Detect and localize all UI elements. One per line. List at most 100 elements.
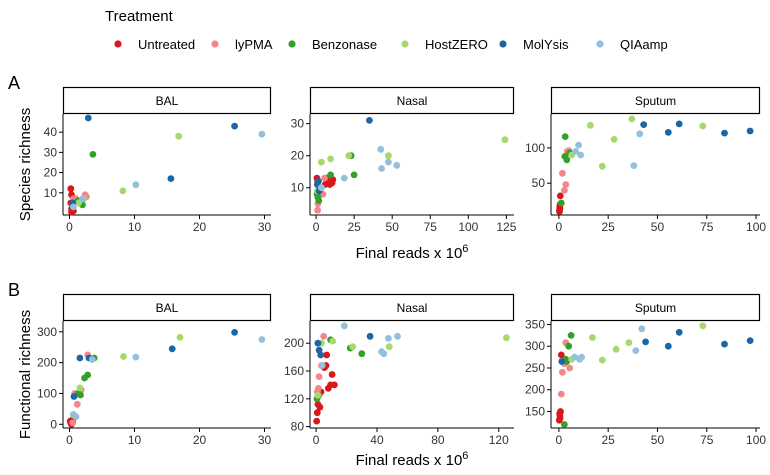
- point-lypma: [315, 373, 323, 380]
- x-tick-label: 30: [258, 220, 272, 234]
- y-tick-label: 160: [284, 364, 304, 378]
- legend-label: Benzonase: [312, 37, 377, 52]
- point-untreated: [316, 403, 324, 411]
- legend-label: QIAamp: [620, 37, 668, 52]
- x-tick-label: 25: [347, 220, 361, 234]
- x-tick-label: 10: [128, 433, 142, 447]
- point-molysis: [664, 129, 672, 136]
- points: [313, 117, 509, 214]
- point-molysis: [721, 129, 728, 137]
- point-lypma: [559, 169, 566, 177]
- point-molysis: [675, 328, 683, 336]
- point-lypma: [559, 368, 566, 376]
- x-axis-label-superscript: 6: [462, 450, 468, 462]
- point-qiaamp: [79, 195, 86, 203]
- y-tick-label: 200: [37, 356, 57, 370]
- panel-tag: A: [8, 73, 20, 93]
- point-qiaamp: [318, 362, 326, 369]
- point-molysis: [70, 393, 78, 400]
- point-lypma: [320, 332, 328, 340]
- y-tick-label: 100: [525, 141, 545, 155]
- facet-strip: [550, 293, 761, 322]
- point-hostzero: [625, 339, 633, 347]
- point-molysis: [664, 342, 672, 350]
- point-qiaamp: [132, 353, 140, 361]
- y-axis-label: Functional richness: [17, 310, 34, 439]
- facet-strip: [62, 86, 272, 115]
- y-tick-label: 10: [291, 181, 305, 195]
- point-lypma: [321, 174, 328, 182]
- point-hostzero: [598, 356, 606, 364]
- x-axis-label-superscript: 6: [462, 243, 468, 255]
- point-untreated: [313, 409, 321, 417]
- x-axis-label: Final reads x 106: [356, 243, 469, 262]
- point-untreated: [68, 208, 75, 216]
- y-tick-label: 150: [525, 404, 545, 418]
- point-qiaamp: [88, 356, 96, 363]
- point-qiaamp: [577, 151, 584, 159]
- point-hostzero: [610, 136, 618, 143]
- facet-strip-label: Nasal: [397, 94, 428, 108]
- x-tick-label: 100: [746, 220, 766, 234]
- point-hostzero: [76, 384, 84, 392]
- x-tick-label: 50: [386, 220, 400, 234]
- point-benzonase: [561, 133, 569, 141]
- points: [555, 322, 754, 428]
- point-lypma: [315, 385, 322, 392]
- point-benzonase: [314, 194, 322, 201]
- x-tick-label: 75: [424, 220, 438, 234]
- point-molysis: [366, 117, 373, 124]
- point-untreated: [556, 192, 564, 200]
- x-tick-label: 30: [258, 433, 272, 447]
- point-untreated: [557, 408, 564, 415]
- legend-key: [499, 40, 507, 48]
- point-molysis: [366, 332, 374, 340]
- y-tick-label: 80: [291, 420, 305, 434]
- y-tick-label: 200: [525, 383, 545, 397]
- point-hostzero: [176, 333, 184, 341]
- legend-item-lypma: lyPMA: [211, 37, 273, 52]
- y-tick-label: 300: [37, 325, 57, 339]
- x-tick-label: 50: [651, 220, 665, 234]
- x-tick-label: 0: [66, 220, 73, 234]
- y-tick-label: 30: [291, 117, 305, 131]
- point-untreated: [557, 351, 565, 359]
- point-qiaamp: [632, 347, 640, 354]
- facet-nasal: Nasal 10 20 30 0 25 50 75 100 125: [291, 86, 517, 234]
- point-molysis: [314, 339, 322, 347]
- point-molysis: [675, 120, 683, 128]
- point-benzonase: [89, 151, 97, 158]
- point-qiaamp: [394, 332, 401, 340]
- points: [67, 114, 266, 216]
- x-tick-label: 100: [458, 220, 478, 234]
- point-molysis: [76, 354, 84, 362]
- x-tick-label: 20: [193, 433, 207, 447]
- legend-label: MolYsis: [523, 37, 569, 52]
- point-untreated: [313, 417, 321, 425]
- point-benzonase: [350, 171, 358, 179]
- facet-strip: [62, 293, 272, 322]
- point-molysis: [640, 121, 648, 128]
- point-molysis: [231, 329, 239, 336]
- x-axis-label-text: Final reads x 10: [356, 452, 463, 469]
- x-tick-label: 75: [700, 433, 714, 447]
- x-tick-label: 20: [193, 220, 207, 234]
- point-hostzero: [699, 122, 707, 130]
- x-tick-label: 125: [496, 220, 516, 234]
- x-tick-label: 40: [370, 433, 384, 447]
- x-tick-label: 0: [556, 433, 563, 447]
- x-tick-label: 25: [601, 433, 615, 447]
- panel-A: A Species richness Final reads x 106 BAL 10 2…: [8, 73, 766, 262]
- point-hostzero: [120, 353, 127, 360]
- point-hostzero: [345, 152, 353, 160]
- point-qiaamp: [258, 336, 266, 343]
- point-qiaamp: [385, 158, 392, 166]
- point-hostzero: [699, 322, 707, 330]
- facet-strip-label: BAL: [156, 94, 179, 108]
- point-qiaamp: [575, 141, 582, 149]
- legend-key: [211, 40, 219, 48]
- point-hostzero: [612, 345, 620, 353]
- facet-strip: [309, 86, 515, 115]
- x-tick-label: 120: [489, 433, 509, 447]
